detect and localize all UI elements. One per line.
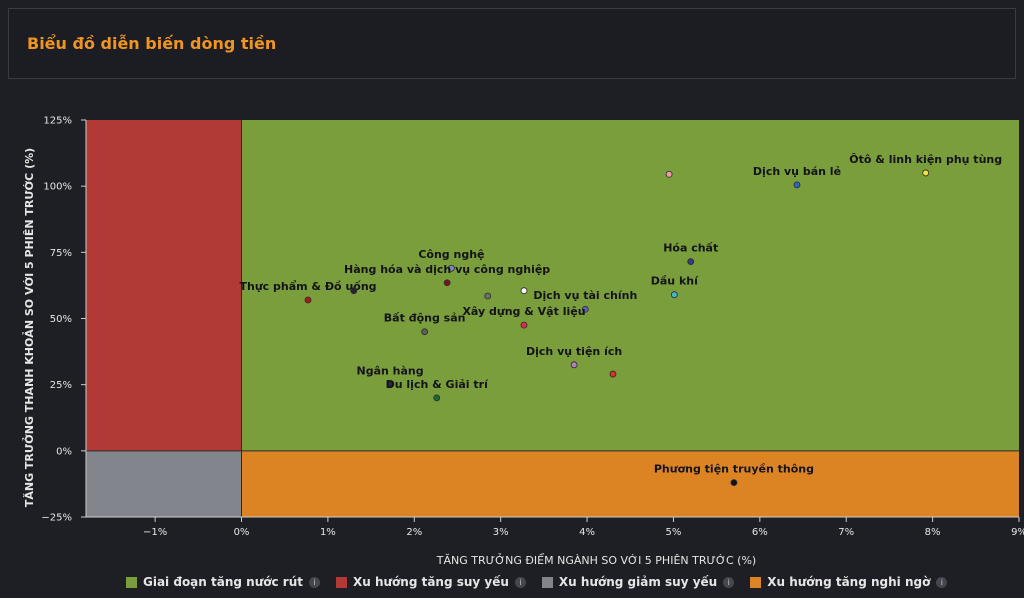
y-axis-title: TĂNG TRƯỞNG THANH KHOẢN SO VỚI 5 PHIÊN T…: [22, 148, 36, 507]
info-icon[interactable]: i: [514, 576, 526, 588]
data-point-label: Dịch vụ bán lẻ: [753, 165, 841, 178]
data-point-label: Xây dựng & Vật liệu: [462, 305, 585, 318]
data-point: [665, 170, 673, 178]
data-point: [581, 305, 589, 313]
data-point: [730, 479, 738, 486]
data-point-label: Dịch vụ tài chính: [533, 289, 637, 302]
info-icon[interactable]: i: [308, 576, 320, 588]
legend-label: Xu hướng tăng suy yếu: [352, 575, 509, 589]
quadrant-2: [86, 450, 242, 517]
data-point-label: Hóa chất: [663, 242, 718, 255]
data-point-label: Dịch vụ tiện ích: [526, 345, 622, 358]
data-point-label: Phương tiện truyền thông: [654, 463, 814, 476]
legend-swatch: [126, 576, 137, 588]
chart-legend: Giai đoạn tăng nước rút i Xu hướng tăng su…: [126, 574, 963, 590]
legend-item[interactable]: Giai đoạn tăng nước rút i: [126, 575, 320, 589]
data-point-label: Thực phẩm & Đồ uống: [239, 280, 376, 293]
x-tick-label: 3%: [493, 527, 509, 538]
data-point-label: Dầu khí: [651, 275, 699, 288]
y-tick-label: 25%: [50, 380, 72, 391]
y-tick-label: 0%: [56, 446, 72, 457]
info-icon[interactable]: i: [723, 576, 735, 588]
x-tick-label: 9%: [1011, 527, 1024, 538]
data-point: [922, 169, 930, 177]
x-tick-label: 4%: [579, 527, 595, 538]
x-tick-label: 8%: [925, 527, 941, 538]
data-point-label: Công nghệ: [418, 248, 484, 261]
data-point-label: Hàng hóa và dịch vụ công nghiệp: [344, 263, 550, 276]
data-point-label: Ôtô & linh kiện phụ tùng: [849, 153, 1002, 166]
data-point: [304, 296, 312, 304]
legend-label: Giai đoạn tăng nước rút: [143, 575, 303, 589]
y-tick-label: 75%: [50, 248, 72, 259]
y-tick-label: 125%: [43, 116, 72, 127]
quadrant-1: [86, 120, 242, 451]
data-point: [520, 321, 528, 329]
x-tick-label: 6%: [752, 527, 768, 538]
data-point: [350, 287, 358, 295]
y-tick-label: −25%: [41, 513, 72, 524]
data-point: [520, 287, 528, 295]
info-icon[interactable]: i: [936, 576, 948, 588]
legend-label: Xu hướng giảm suy yếu: [558, 575, 718, 589]
legend-swatch: [335, 576, 347, 588]
x-tick-label: 2%: [406, 527, 422, 538]
data-point: [609, 370, 617, 378]
data-point: [386, 381, 394, 389]
data-point-label: Du lịch & Giải trí: [386, 378, 489, 391]
chart-header-panel: Biểu đồ diễn biến dòng tiền: [8, 8, 1016, 79]
data-point-label: Ngân hàng: [357, 365, 424, 378]
y-tick-label: 50%: [50, 314, 72, 325]
data-point: [484, 292, 492, 300]
data-point: [670, 291, 678, 299]
data-point: [433, 394, 441, 402]
x-tick-label: 5%: [666, 527, 682, 538]
data-point: [570, 361, 578, 369]
x-tick-label: 7%: [838, 527, 854, 538]
legend-item[interactable]: Xu hướng giảm suy yếu i: [541, 575, 735, 589]
legend-item[interactable]: Xu hướng tăng nghi ngờ i: [750, 575, 948, 589]
y-tick-label: 100%: [43, 182, 72, 193]
legend-label: Xu hướng tăng nghi ngờ: [767, 575, 931, 589]
quadrant-3: [241, 450, 1019, 517]
data-point: [443, 279, 451, 287]
quadrant-0: [241, 120, 1019, 451]
data-point-label: Bất động sản: [384, 312, 466, 325]
x-tick-label: −1%: [143, 527, 167, 538]
x-tick-label: 0%: [234, 527, 250, 538]
data-point: [448, 264, 455, 272]
chart-page-title: Biểu đồ diễn biến dòng tiền: [27, 34, 277, 53]
data-point: [793, 181, 801, 189]
x-tick-label: 1%: [320, 527, 336, 538]
data-point: [421, 328, 429, 336]
legend-swatch: [750, 576, 762, 588]
data-point: [687, 258, 695, 265]
x-axis-title: TĂNG TRƯỞNG ĐIỂM NGÀNH SO VỚI 5 PHIÊN TR…: [436, 553, 756, 567]
legend-item[interactable]: Xu hướng tăng suy yếu i: [335, 575, 526, 589]
legend-swatch: [541, 576, 553, 588]
